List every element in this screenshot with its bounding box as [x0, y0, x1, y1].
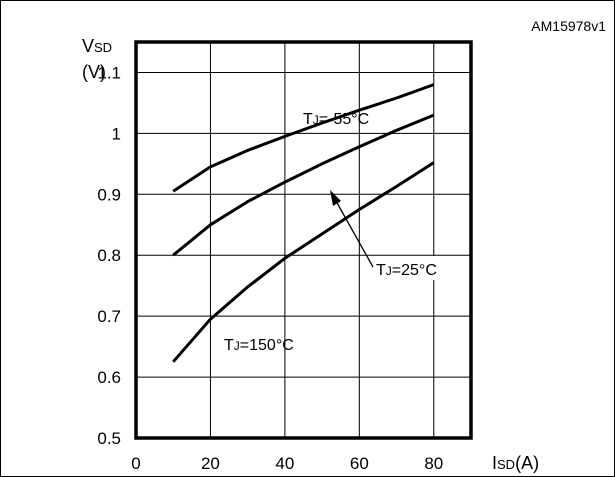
y-tick-label-5: 1 [112, 124, 121, 143]
y-axis-label: VSD [82, 36, 112, 56]
x-tick-label-2: 40 [275, 454, 294, 473]
y-tick-label-4: 0.9 [97, 185, 121, 204]
x-tick-label-4: 80 [424, 454, 443, 473]
grid [136, 42, 471, 438]
y-tick-label-3: 0.8 [97, 246, 121, 265]
figure-code: AM15978v1 [531, 18, 606, 34]
y-tick-label-6: 1.1 [97, 63, 121, 82]
annotation-arrowhead [330, 190, 341, 206]
series-line-0 [172, 83, 435, 193]
x-tick-label-0: 0 [131, 454, 140, 473]
series-label-tj-minus55: TJ=-55°C [303, 111, 369, 128]
y-tick-labels: 0.5 0.6 0.7 0.8 0.9 1 1.1 [97, 63, 121, 448]
series-line-1 [172, 113, 435, 257]
x-tick-label-1: 20 [201, 454, 220, 473]
y-tick-label-0: 0.5 [97, 429, 121, 448]
annotation-arrow-shaft [335, 200, 374, 268]
x-axis-label: ISD(A) [492, 453, 539, 473]
series-lines [172, 83, 435, 363]
series-label-tj-150: TJ=150°C [224, 337, 294, 354]
plot-frame [134, 40, 473, 440]
series-label-tj-25: TJ=25°C [376, 262, 437, 279]
y-tick-label-2: 0.7 [97, 307, 121, 326]
series-line-2 [172, 161, 435, 363]
x-tick-labels: 0 20 40 60 80 [131, 454, 443, 473]
y-axis-unit: (V) [82, 62, 106, 82]
series-label-tj-25-box [372, 256, 456, 280]
y-tick-label-1: 0.6 [97, 368, 121, 387]
x-tick-label-3: 60 [350, 454, 369, 473]
